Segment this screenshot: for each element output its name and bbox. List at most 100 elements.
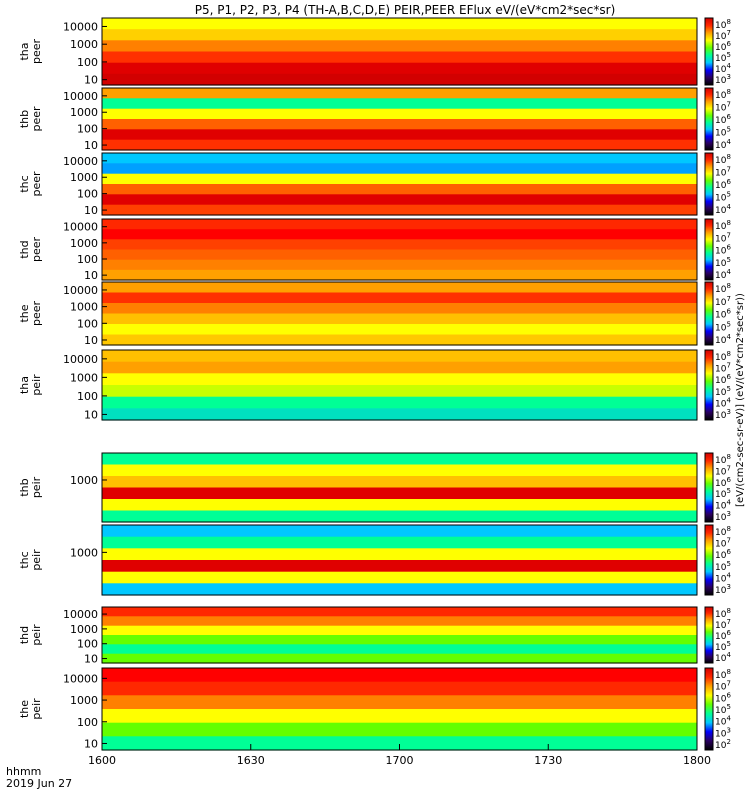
x-axis-label-date: 2019 Jun 27 [6, 777, 72, 790]
colorbar-tick-label: 108 [715, 88, 731, 101]
colorbar-tick-label: 104 [715, 651, 731, 664]
colorbar-tick-label: 103 [715, 408, 731, 421]
y-tick-label: 100 [77, 123, 98, 136]
colorbar-tick-label: 106 [715, 244, 731, 257]
colorbar-tick-label: 106 [715, 178, 731, 191]
colorbar-tick-label: 104 [715, 62, 731, 75]
colorbar-tick-label: 103 [715, 510, 731, 523]
spectrogram-band [102, 108, 697, 120]
panel-label-instrument: peer [30, 301, 43, 327]
y-tick-label: 1000 [70, 301, 98, 314]
colorbar [704, 152, 714, 216]
spectrogram-band [102, 269, 697, 281]
panel-label-probe: thd [18, 626, 31, 644]
spectrogram-band [102, 324, 697, 336]
colorbar-tick-label: 105 [715, 487, 731, 500]
y-tick-label: 10 [84, 204, 98, 217]
panel-label-instrument: peer [30, 39, 43, 65]
y-tick-label: 100 [77, 253, 98, 266]
colorbar-tick-label: 106 [715, 691, 731, 704]
spectrogram-band [102, 695, 697, 710]
spectrogram-band [102, 653, 697, 664]
x-axis: 1600 1630 1700 1730 1800 [88, 744, 711, 767]
spectrogram-band [102, 499, 697, 512]
colorbar-label: [eV/(cm2-sec-sr-eV)] (eV/(eV*cm2*sec*sr)… [735, 293, 746, 507]
spectrogram-band [102, 625, 697, 636]
y-tick-label: 10000 [63, 353, 98, 366]
spectrogram-band [102, 204, 697, 216]
chart-title: P5, P1, P2, P3, P4 (TH-A,B,C,D,E) PEIR,P… [195, 3, 616, 17]
colorbar-tick-label: 108 [715, 607, 731, 620]
colorbar-tick-label: 108 [715, 282, 731, 295]
colorbar-tick-label: 104 [715, 268, 731, 281]
y-tick-label: 100 [77, 638, 98, 651]
panel-label-instrument: peir [30, 476, 43, 498]
colorbar-tick-label: 104 [715, 499, 731, 512]
spectrogram-band [102, 607, 697, 617]
spectrogram-band [102, 350, 697, 363]
y-tick-label: 1000 [70, 171, 98, 184]
spectrogram-band [102, 219, 697, 230]
panel-label-instrument: peir [30, 698, 43, 720]
spectrogram-band [102, 536, 697, 549]
y-tick-label: 100 [77, 317, 98, 330]
spectrogram-band [102, 476, 697, 489]
y-tick-label: 100 [77, 56, 98, 69]
colorbar-tick-label: 103 [715, 73, 731, 86]
spectrogram-band [102, 334, 697, 346]
spectrogram-band [102, 709, 697, 724]
colorbar-tick-label: 105 [715, 320, 731, 333]
y-tick-label: 10 [84, 334, 98, 347]
colorbar-tick-label: 105 [715, 191, 731, 204]
colorbar-tick-label: 107 [715, 537, 731, 550]
spectrogram-band [102, 18, 697, 30]
y-tick-label: 100 [77, 716, 98, 729]
colorbar-tick-label: 104 [715, 715, 731, 728]
y-tick-label: 1000 [70, 546, 98, 559]
colorbar-tick-label: 103 [715, 583, 731, 596]
panel-label-probe: thb [18, 110, 31, 128]
spectrogram-band [102, 153, 697, 164]
colorbar [704, 218, 714, 281]
spectrogram-band [102, 292, 697, 304]
spectrogram-band [102, 194, 697, 206]
panel-label-probe: the [18, 700, 31, 718]
spectrogram-band [102, 635, 697, 645]
colorbar-tick-label: 105 [715, 51, 731, 64]
spectrogram-band [102, 571, 697, 584]
colorbar-tick-label: 106 [715, 629, 731, 642]
y-tick-label: 10 [84, 74, 98, 87]
colorbar-tick-label: 107 [715, 101, 731, 114]
spectrogram-band [102, 385, 697, 398]
spectrogram-band [102, 163, 697, 175]
panel-frame [101, 152, 698, 216]
spectrogram-band [102, 29, 697, 41]
colorbar-tick-label: 102 [715, 738, 731, 751]
y-tick-label: 1000 [70, 474, 98, 487]
spectrogram-band [102, 184, 697, 195]
colorbar [704, 524, 714, 596]
spectrogram-band [102, 668, 697, 683]
y-tick-label: 1000 [70, 623, 98, 636]
spectrogram-band [102, 681, 697, 696]
colorbar-tick-label: 108 [715, 18, 731, 31]
spectrogram-band [102, 313, 697, 325]
x-axis-label-time: hhmm [6, 765, 41, 778]
panel-frame [101, 452, 698, 523]
y-tick-label: 10000 [63, 90, 98, 103]
colorbar-tick-label: 108 [715, 668, 731, 681]
spectrogram-band [102, 73, 697, 86]
y-tick-label: 10000 [63, 20, 98, 33]
panel-label-instrument: peer [30, 106, 43, 132]
colorbar-tick-label: 104 [715, 396, 731, 409]
y-tick-label: 100 [77, 188, 98, 201]
spectrogram-band [102, 722, 697, 737]
spectrogram-band [102, 259, 697, 271]
